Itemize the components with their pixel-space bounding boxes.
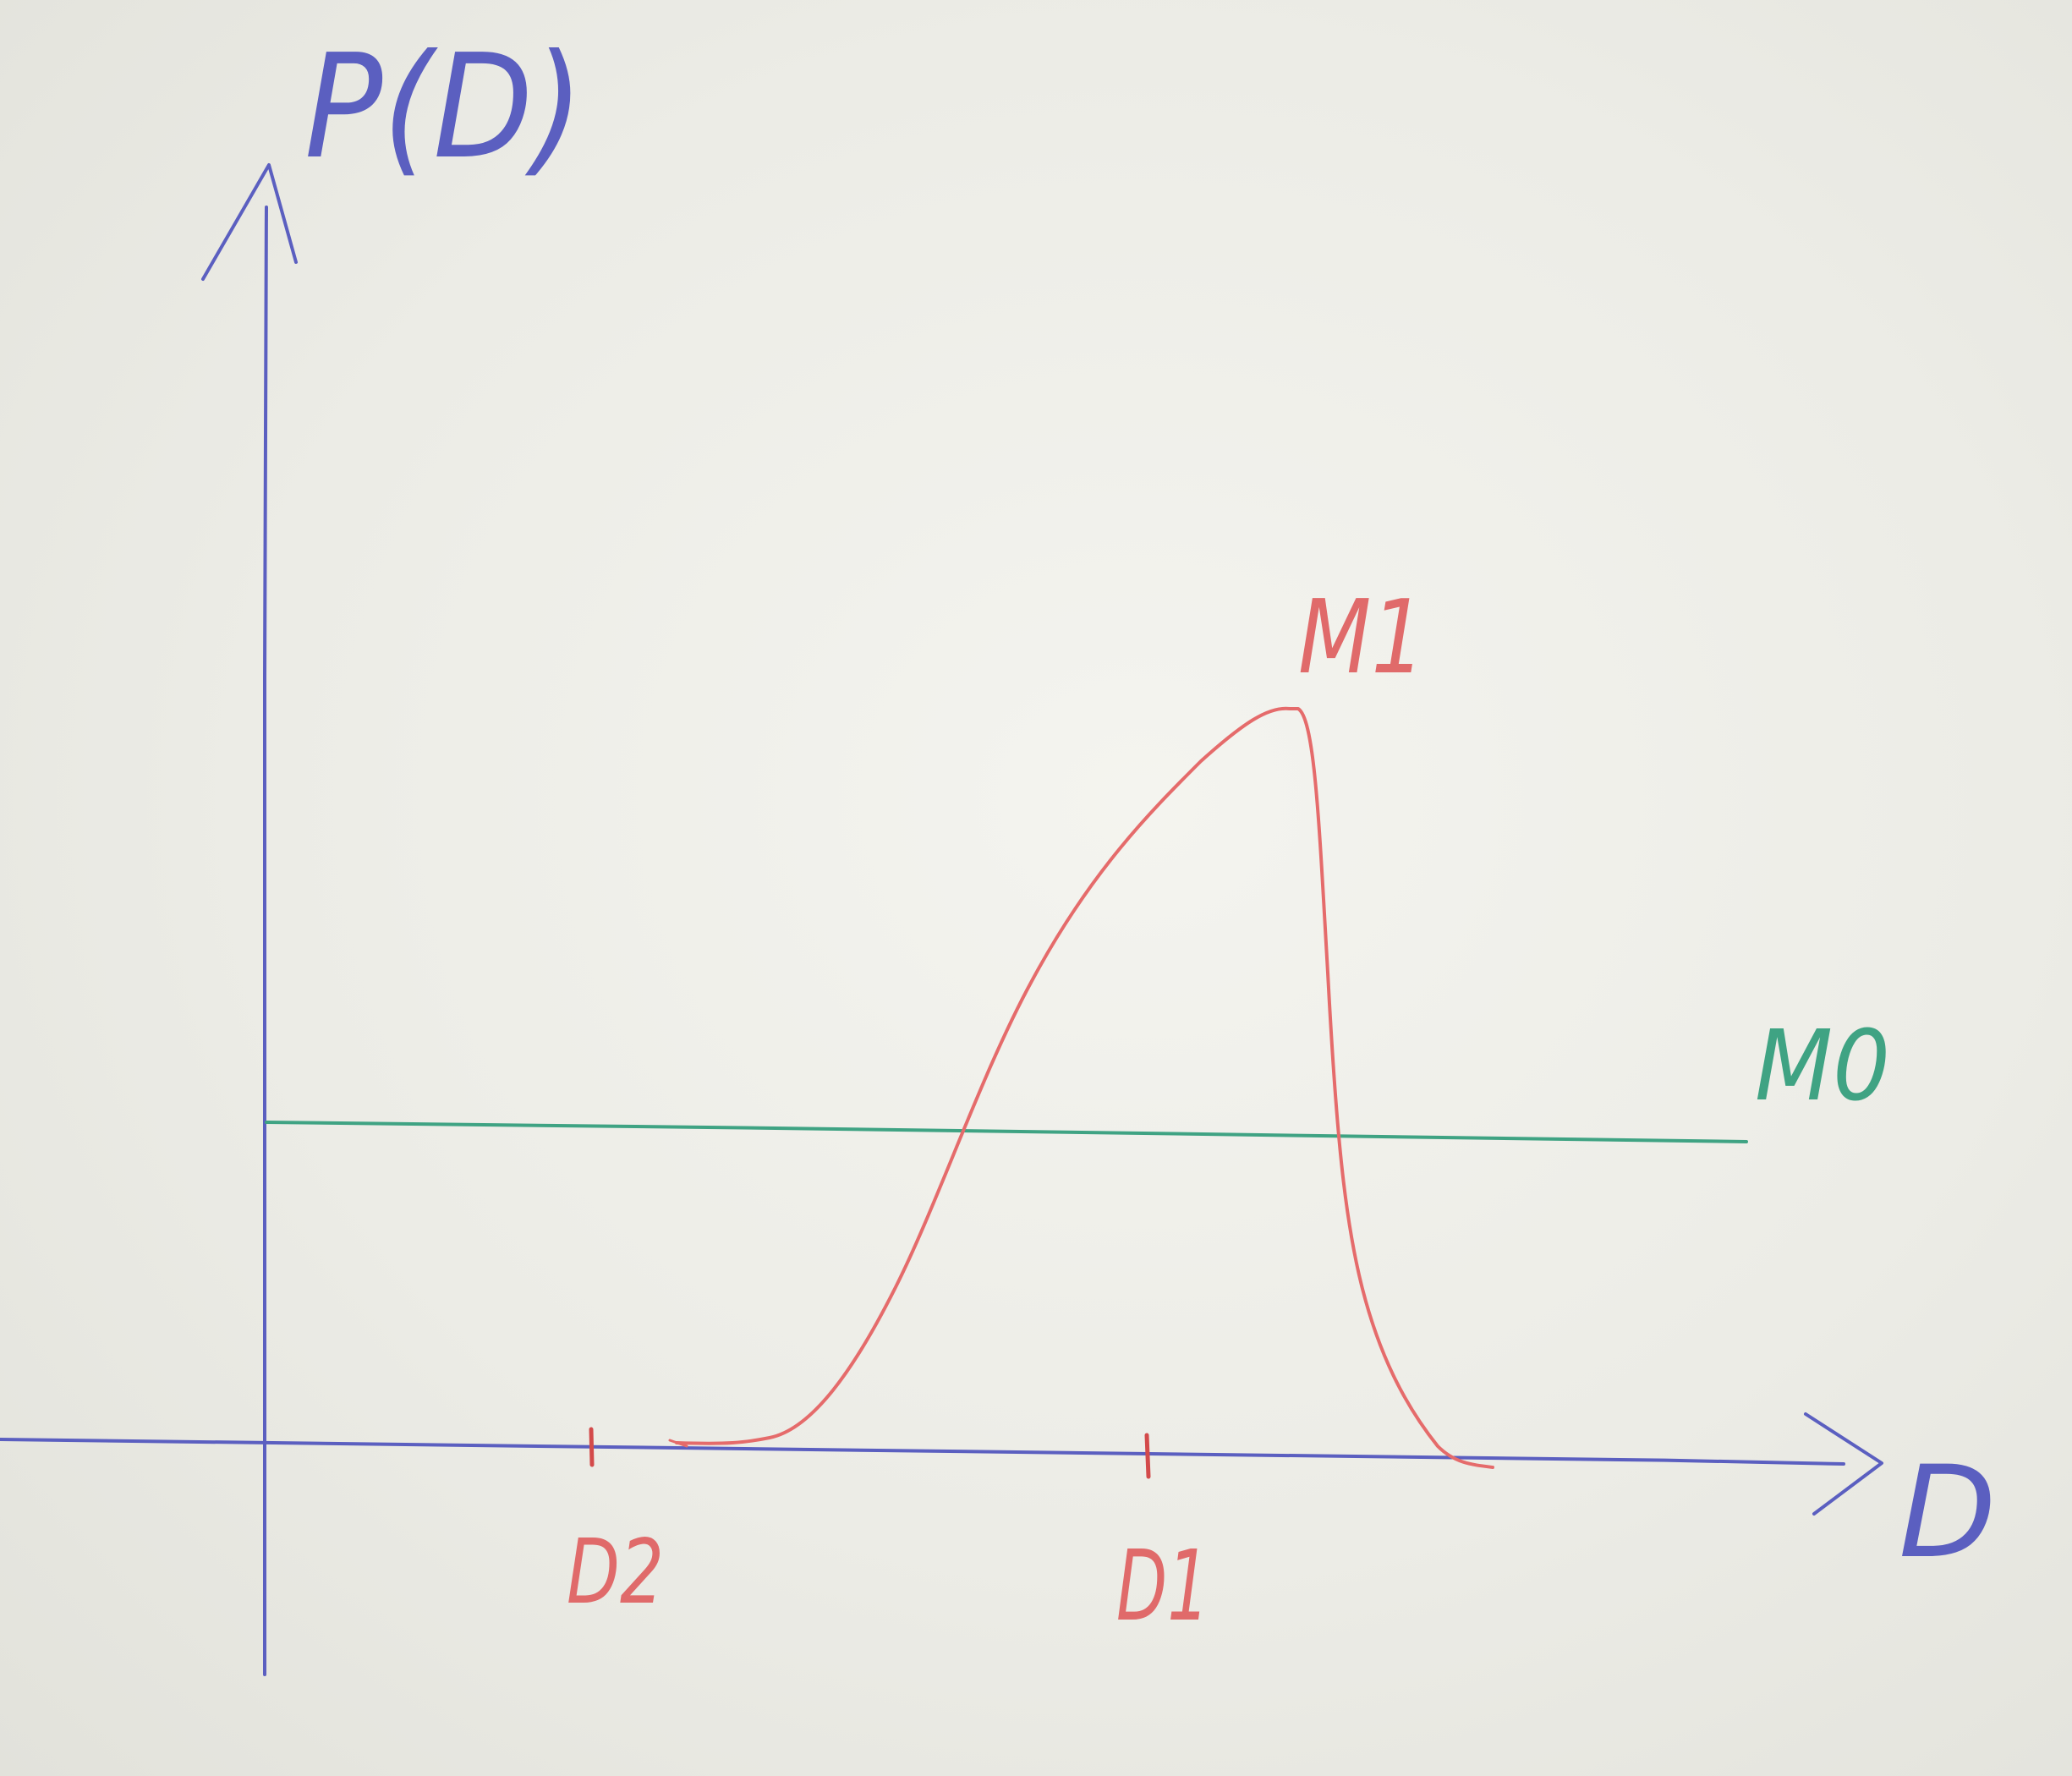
- m1-curve-tail-stroke: [668, 1439, 688, 1448]
- tick-label-d2: D2: [567, 1521, 664, 1624]
- x-axis: [0, 1438, 1845, 1466]
- x-axis-arrowhead: [1804, 1412, 1883, 1516]
- m0-curve: [265, 1121, 1748, 1143]
- x-axis-label: D: [1899, 1439, 1997, 1587]
- m1-label: M1: [1298, 579, 1425, 697]
- y-axis-arrowhead: [201, 163, 298, 281]
- y-axis-label: P(D): [304, 24, 584, 191]
- m1-curve: [675, 706, 1494, 1469]
- m0-label: M0: [1755, 1010, 1890, 1123]
- y-axis: [262, 206, 268, 1676]
- tick-d1: [1144, 1433, 1151, 1479]
- tick-d2: [589, 1427, 595, 1467]
- tick-label-d1: D1: [1116, 1530, 1209, 1643]
